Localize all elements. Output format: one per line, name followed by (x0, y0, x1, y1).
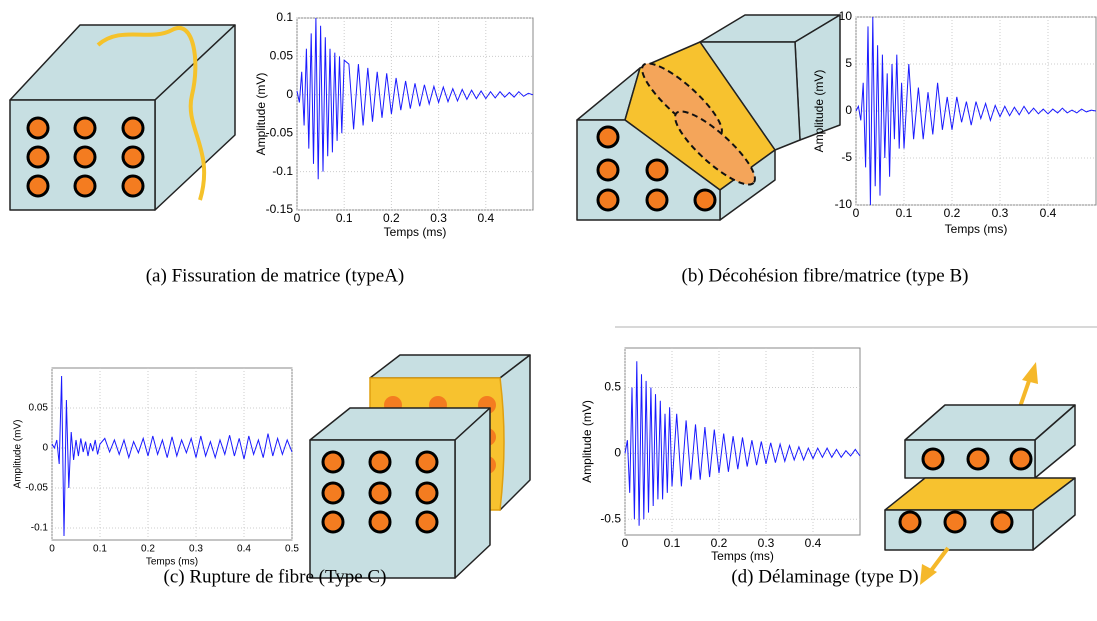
y-tick-label: 0 (286, 87, 293, 101)
cube-diagram-a (9, 24, 236, 211)
waveform (624, 361, 861, 526)
y-tick-label: 0.5 (604, 380, 621, 394)
x-tick-label: 0 (294, 211, 301, 225)
plot-area (296, 17, 534, 211)
caption: (d) Délaminage (type D) (731, 566, 918, 587)
y-tick-label: -0.05 (25, 483, 48, 494)
x-tick-label: 0.4 (1040, 206, 1057, 220)
x-tick-label: 0.2 (711, 536, 728, 550)
waveform (855, 16, 1097, 206)
y-tick-label: 5 (845, 56, 852, 70)
caption: (b) Décohésion fibre/matrice (type B) (682, 265, 969, 286)
y-tick-label: 0 (845, 103, 852, 117)
x-axis-label: Temps (ms) (384, 225, 447, 239)
y-tick-label: -10 (835, 197, 853, 211)
x-axis-label: Temps (ms) (711, 549, 774, 563)
caption: (c) Rupture de fibre (Type C) (164, 566, 387, 587)
waveform (51, 375, 293, 537)
x-tick-label: 0.2 (944, 206, 961, 220)
x-tick-label: 0.4 (477, 211, 494, 225)
y-tick-label: -0.1 (31, 523, 49, 534)
x-tick-label: 0.3 (189, 544, 203, 555)
y-tick-label: -0.5 (600, 511, 621, 525)
x-tick-label: 0 (49, 544, 55, 555)
y-tick-label: 10 (839, 9, 853, 23)
y-tick-label: 0.1 (276, 10, 293, 24)
x-tick-label: 0.4 (805, 536, 822, 550)
y-tick-label: 0 (614, 446, 621, 460)
plot-area (624, 347, 861, 536)
y-tick-label: 0 (42, 443, 48, 454)
y-tick-label: -0.05 (266, 125, 294, 139)
x-tick-label: 0.3 (430, 211, 447, 225)
x-tick-label: 0.3 (992, 206, 1009, 220)
y-tick-label: 0.05 (29, 403, 49, 414)
x-tick-label: 0 (622, 536, 629, 550)
x-tick-label: 0.1 (896, 206, 913, 220)
x-tick-label: 0.5 (285, 544, 299, 555)
slab-diagram-d (884, 362, 1076, 585)
y-axis-label: Amplitude (mV) (13, 420, 24, 489)
x-tick-label: 0.1 (93, 544, 107, 555)
x-tick-label: 0.4 (237, 544, 251, 555)
y-tick-label: -5 (841, 150, 852, 164)
y-axis-label: Amplitude (mV) (580, 400, 594, 483)
waveform (296, 17, 534, 180)
x-tick-label: 0.2 (141, 544, 155, 555)
y-axis-label: Amplitude (mV) (812, 70, 826, 153)
y-tick-label: -0.15 (266, 202, 294, 216)
cube-diagram-b (576, 14, 841, 221)
x-axis-label: Temps (ms) (146, 557, 198, 568)
x-tick-label: 0 (853, 206, 860, 220)
x-tick-label: 0.1 (664, 536, 681, 550)
y-tick-label: -0.1 (272, 164, 293, 178)
x-axis-label: Temps (ms) (945, 222, 1008, 236)
y-tick-label: 0.05 (270, 49, 294, 63)
x-tick-label: 0.1 (336, 211, 353, 225)
cube-diagram-c (309, 354, 531, 579)
plot-area (51, 367, 293, 541)
x-tick-label: 0.2 (383, 211, 400, 225)
caption: (a) Fissuration de matrice (typeA) (146, 265, 405, 286)
x-tick-label: 0.3 (758, 536, 775, 550)
y-axis-label: Amplitude (mV) (254, 73, 268, 156)
